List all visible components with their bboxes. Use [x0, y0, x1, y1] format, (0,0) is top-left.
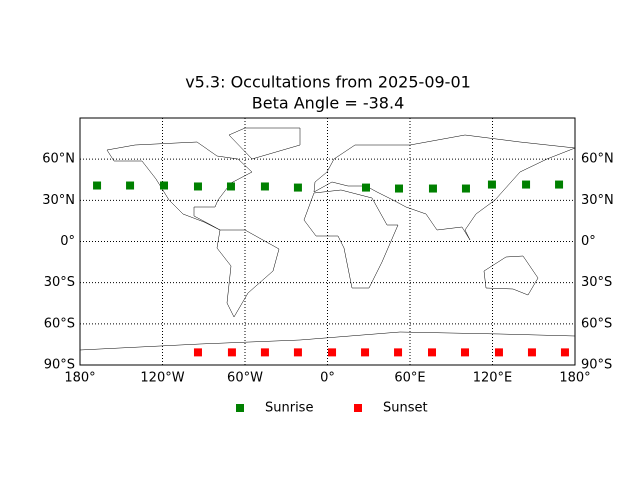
y-tick-label: 90°S — [44, 358, 75, 373]
legend-marker — [236, 404, 244, 412]
marker — [395, 184, 403, 193]
x-tick-label: 120°E — [473, 371, 513, 386]
y-tick-label-right: 90°S — [581, 358, 612, 373]
legend-label: Sunrise — [265, 401, 313, 416]
marker — [461, 348, 469, 357]
marker — [93, 181, 102, 190]
y-tick-label-right: 60°N — [581, 152, 614, 167]
y-tick-label: 30°S — [44, 275, 75, 290]
marker — [560, 348, 569, 357]
y-tick-label-right: 30°S — [581, 275, 612, 290]
marker — [394, 348, 403, 357]
marker — [361, 348, 370, 357]
legend-marker — [354, 404, 362, 412]
marker — [293, 183, 302, 192]
marker — [227, 348, 236, 357]
marker — [522, 180, 531, 189]
x-tick-label: 180° — [64, 371, 95, 386]
marker — [193, 348, 202, 357]
x-tick-label: 180° — [559, 371, 590, 386]
x-tick-label: 60°W — [227, 371, 263, 386]
y-tick-label: 60°N — [42, 152, 75, 167]
x-tick-label: 0° — [320, 371, 335, 386]
marker — [126, 181, 135, 190]
x-tick-label: 60°E — [394, 371, 425, 386]
chart-title: v5.3: Occultations from 2025-09-01 — [185, 73, 471, 92]
y-tick-label: 0° — [60, 234, 75, 249]
marker — [487, 180, 496, 189]
marker — [293, 348, 302, 357]
marker — [260, 348, 269, 357]
marker — [428, 348, 436, 357]
y-tick-label: 30°N — [42, 193, 75, 208]
coastlines — [79, 127, 576, 351]
marker — [494, 348, 503, 357]
marker — [555, 180, 564, 189]
marker — [193, 182, 202, 191]
marker — [226, 182, 235, 191]
y-tick-label-right: 60°S — [581, 316, 612, 331]
marker — [260, 182, 269, 191]
chart-subtitle: Beta Angle = -38.4 — [252, 94, 405, 113]
y-tick-label-right: 0° — [581, 234, 596, 249]
marker — [328, 348, 337, 357]
x-tick-label: 120°W — [140, 371, 184, 386]
y-tick-label: 60°S — [44, 316, 75, 331]
marker — [160, 181, 169, 190]
legend-label: Sunset — [383, 401, 428, 416]
marker — [362, 183, 370, 192]
marker — [461, 184, 470, 193]
marker — [428, 184, 437, 193]
marker — [527, 348, 536, 357]
y-tick-label-right: 30°N — [581, 193, 614, 208]
